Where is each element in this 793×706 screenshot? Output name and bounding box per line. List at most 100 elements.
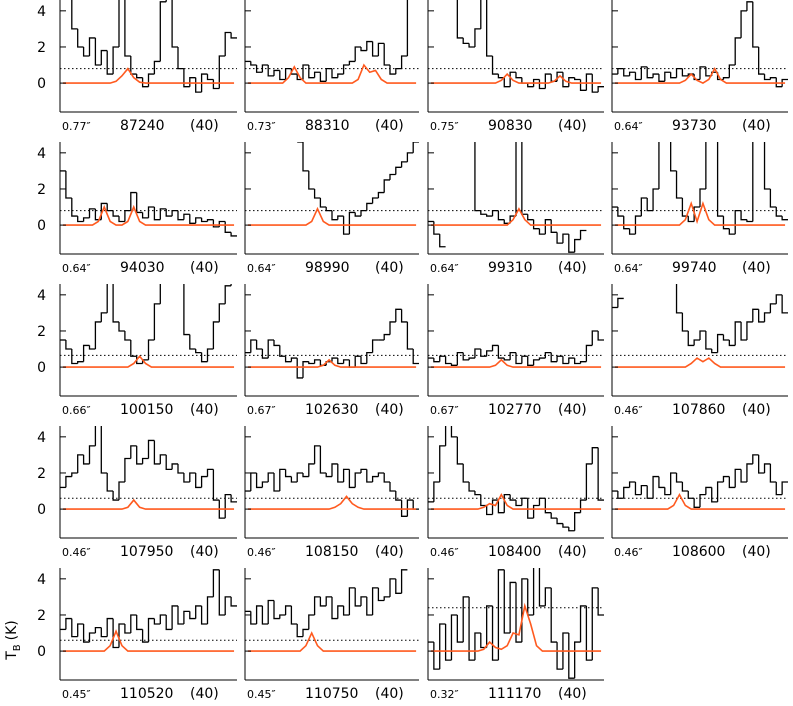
spectrum-channel [377, 191, 385, 198]
spectrum-channel [371, 41, 379, 57]
y-tick-label: 4 [37, 572, 46, 588]
spectrum-channel [568, 77, 575, 87]
spectrum-channel [769, 463, 777, 483]
spectrum-channel [716, 142, 724, 217]
spectrum-channel [94, 321, 102, 350]
spectrum-channel [515, 582, 522, 643]
spectrum-channel [527, 83, 534, 88]
spectrum-channel [261, 481, 269, 488]
plot-area [245, 569, 419, 652]
spectrum-channel [308, 170, 315, 190]
spectrum-channel [597, 587, 604, 616]
spectrum-channel [562, 233, 569, 244]
spectrum-channel [591, 330, 599, 346]
spectrum-channel [681, 68, 689, 77]
spectrum-channel [224, 31, 232, 56]
spectrum-channel [82, 344, 90, 362]
spectrum-channel [360, 468, 367, 473]
spectrum-channel [273, 472, 280, 492]
spectrum-channel [337, 358, 344, 365]
y-tick-label: 4 [37, 430, 46, 446]
model-line [62, 204, 235, 226]
plot-area [60, 0, 237, 93]
spectrum-channel [664, 487, 671, 496]
spectrum-channel [255, 605, 263, 624]
spectrum-channel [406, 152, 414, 162]
spectrum-channel [94, 37, 102, 66]
spectrum-channel [171, 463, 178, 470]
spectrum-channel [195, 472, 202, 489]
spectrum-channel [556, 355, 563, 362]
spectrum-channel [189, 472, 196, 482]
spectrum-channel [693, 206, 700, 222]
spectrum-channel [705, 66, 712, 77]
panel: 0.46″ 108150 (40) [244, 426, 419, 560]
panel: 0.67″ 102630 (40) [244, 284, 419, 418]
y-axis-label: TB (K) [4, 620, 23, 661]
spectrum-channel [71, 0, 78, 30]
spectrum-channel [296, 624, 303, 638]
spectrum-channel [183, 610, 190, 624]
spectrum-channel [591, 74, 599, 93]
spectrum-channel [509, 71, 516, 87]
panel-title: 110750 [305, 686, 358, 702]
spectrum-channel [383, 179, 390, 193]
panel-title: 88310 [305, 118, 350, 134]
spectrum-channel [538, 79, 546, 90]
beam-size: 0.32″ [430, 688, 459, 701]
spectrum-channel [255, 65, 263, 73]
spectrum-channel [503, 358, 511, 361]
spectrum-channel [302, 628, 309, 637]
plot-area [245, 0, 419, 84]
spectrum-channel [296, 472, 303, 482]
spectrum-channel [159, 614, 167, 624]
spectrum-channel [354, 472, 361, 488]
spectrum-channel [319, 72, 327, 82]
spectrum-channel [664, 71, 671, 82]
spectrum-channel [224, 285, 232, 304]
spectrum-channel [195, 217, 202, 224]
spectrum-channel [456, 614, 464, 643]
spectrum-channel [591, 447, 599, 464]
spectrum-channel [640, 484, 648, 495]
spectrum-channel [497, 74, 505, 79]
spectrum-channel [100, 426, 108, 474]
model-line [430, 492, 602, 510]
spectrum-channel [177, 463, 184, 474]
spectrum-channel [699, 188, 706, 208]
spectrum-channel [206, 74, 214, 81]
spectrum-channel [617, 491, 624, 499]
spectrum-channel [450, 363, 458, 366]
spectrum-channel [722, 475, 730, 482]
spectrum-channel [527, 578, 534, 616]
spectrum-channel [153, 60, 161, 75]
spectrum-channel [687, 491, 695, 499]
panel-label: (40) [190, 260, 219, 276]
model-line [62, 498, 235, 510]
spectrum-channel [136, 74, 143, 79]
plot-area [60, 170, 237, 237]
panel-label: (40) [742, 260, 771, 276]
spectrum-channel [171, 605, 178, 630]
spectrum-channel [325, 472, 332, 478]
spectrum-channel [71, 198, 78, 217]
spectrum-channel [468, 596, 475, 661]
spectrum-channel [106, 617, 114, 637]
spectrum-channel [377, 472, 385, 477]
spectrum-channel [218, 55, 226, 89]
spectrum-channel [699, 493, 706, 508]
panel-title: 108600 [672, 544, 725, 560]
spectrum-channel [302, 361, 309, 378]
spectrum-channel [687, 330, 695, 347]
beam-size: 0.45″ [62, 688, 91, 701]
spectrum-channel [752, 142, 754, 222]
spectrum-channel [716, 481, 724, 502]
spectrum-channel [342, 468, 350, 482]
y-tick-label: 2 [37, 608, 46, 624]
spectrum-channel [218, 500, 226, 519]
spectrum-channel [313, 188, 321, 199]
spectrum-channel [400, 569, 408, 594]
model-line [247, 631, 417, 652]
spectrum-channel [675, 170, 683, 199]
